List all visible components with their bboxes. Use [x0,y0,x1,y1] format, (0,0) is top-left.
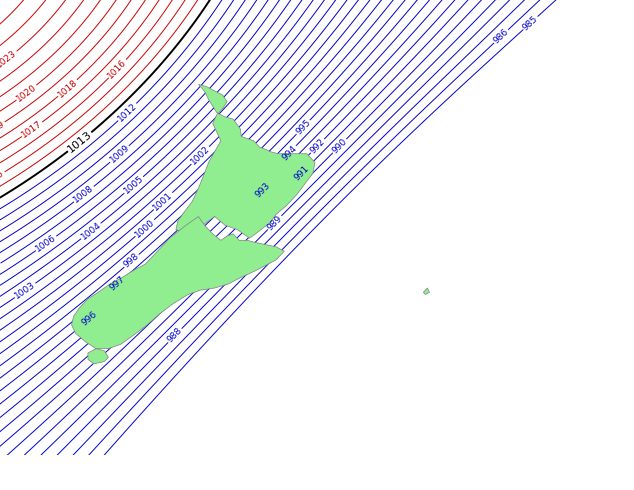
Text: 1003: 1003 [13,280,37,301]
Polygon shape [424,288,429,294]
Text: 995: 995 [294,118,313,137]
Text: 992: 992 [308,137,327,155]
Text: 1018: 1018 [56,77,79,99]
Text: 1002: 1002 [189,144,212,167]
Text: 1004: 1004 [79,220,103,242]
Text: 1001: 1001 [152,190,174,212]
Text: 1023: 1023 [0,49,19,70]
Text: 993: 993 [254,181,272,199]
Text: 994: 994 [280,144,299,162]
Text: 1013: 1013 [66,129,94,154]
Polygon shape [72,217,284,348]
Polygon shape [176,84,315,238]
Text: 991: 991 [293,164,311,182]
Text: Surface pressure [hPa] ECMWF: Surface pressure [hPa] ECMWF [3,462,213,475]
Text: 1008: 1008 [72,184,96,205]
Text: 998: 998 [122,252,141,270]
Text: 1020: 1020 [15,82,39,103]
Text: 986: 986 [492,27,510,46]
Text: 996: 996 [80,310,99,328]
Text: 985: 985 [521,14,540,32]
Text: 997: 997 [108,275,127,293]
Text: 1000: 1000 [133,217,157,239]
Text: 1012: 1012 [116,101,139,123]
Text: 1009: 1009 [108,143,131,165]
Text: 990: 990 [330,137,349,155]
Text: ©weatheronline.co.uk: ©weatheronline.co.uk [493,479,628,489]
Text: 1007: 1007 [0,260,2,280]
Text: 1005: 1005 [122,174,145,196]
Text: Th 02-05-2024 06:00 UTC (00+30): Th 02-05-2024 06:00 UTC (00+30) [395,460,628,473]
Text: 1019: 1019 [0,119,6,138]
Text: 1016: 1016 [107,57,129,80]
Polygon shape [88,348,108,364]
Text: 1006: 1006 [34,233,58,254]
Text: 989: 989 [266,213,284,232]
Text: 1017: 1017 [20,119,44,140]
Text: 1015: 1015 [0,169,6,188]
Text: 988: 988 [165,326,184,345]
